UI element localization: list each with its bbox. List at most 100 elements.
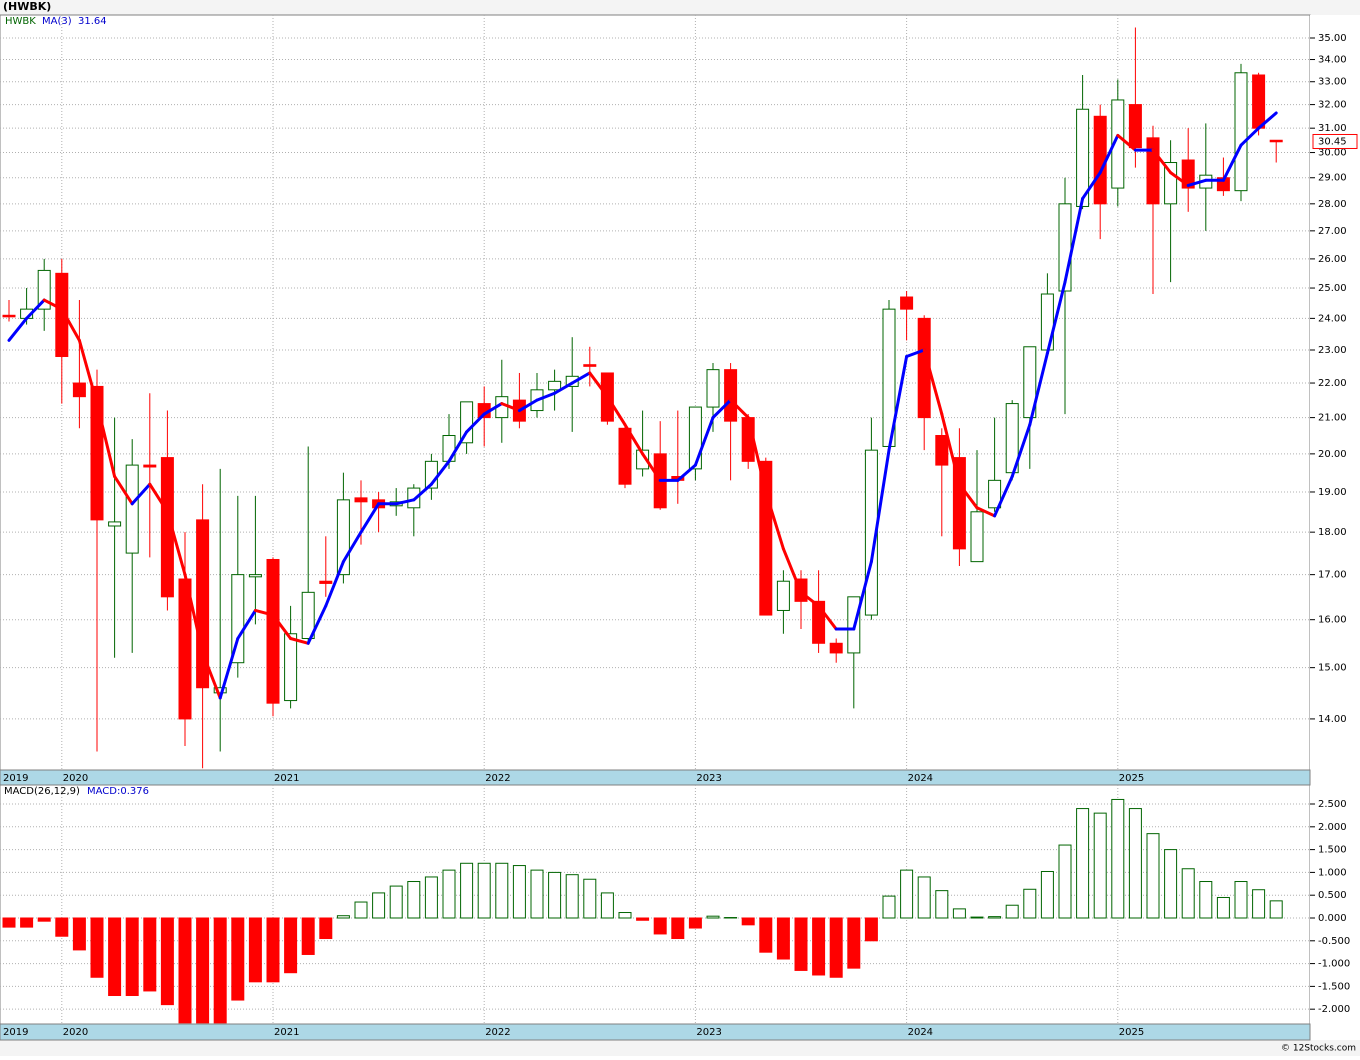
macd-bar	[425, 877, 437, 918]
macd-bar	[3, 918, 15, 927]
macd-bar	[267, 918, 279, 982]
macd-bar	[672, 918, 684, 939]
macd-bar	[1077, 809, 1089, 918]
x-tick-label: 2023	[696, 773, 721, 784]
macd-bar	[355, 902, 367, 918]
candle-body	[73, 383, 85, 397]
y-tick-label: -1.000	[1318, 959, 1350, 970]
y-tick-label: 26.00	[1318, 254, 1347, 265]
macd-bar	[1182, 869, 1194, 918]
x-tick-label: 2025	[1119, 1027, 1144, 1038]
candle-body	[777, 581, 789, 610]
candle-body	[725, 370, 737, 422]
macd-bar	[1270, 901, 1282, 918]
y-tick-label: 33.00	[1318, 77, 1347, 88]
macd-bar	[56, 918, 68, 936]
source: © 12Stocks.com	[1281, 1044, 1356, 1054]
legend-ma: MA(3)	[42, 16, 72, 27]
y-tick-label: 1.000	[1318, 867, 1347, 878]
macd-bar	[302, 918, 314, 954]
x-tick-label: 2024	[908, 1027, 933, 1038]
macd-bar	[777, 918, 789, 959]
candle-body	[249, 575, 261, 577]
macd-bar	[760, 918, 772, 952]
macd-bar	[513, 866, 525, 918]
macd-bar	[38, 918, 50, 921]
x-tick-label: 2024	[908, 773, 933, 784]
macd-bar	[601, 893, 613, 918]
candle-body	[320, 581, 332, 583]
macd-bar	[390, 886, 402, 918]
y-tick-label: 16.00	[1318, 615, 1347, 626]
candle-body	[830, 643, 842, 653]
y-tick-label: 20.00	[1318, 449, 1347, 460]
macd-bar	[848, 918, 860, 968]
macd-bar	[707, 916, 719, 918]
candle-body	[355, 498, 367, 502]
macd-bar	[461, 863, 473, 918]
candle-body	[971, 512, 983, 562]
macd-bar	[443, 870, 455, 918]
y-tick-label: 15.00	[1318, 663, 1347, 674]
candle-body	[1147, 138, 1159, 204]
y-tick-label: 2.500	[1318, 799, 1347, 810]
macd-bar	[214, 918, 226, 1023]
macd-bar	[320, 918, 332, 939]
y-tick-label: -0.500	[1318, 936, 1350, 947]
y-tick-label: 21.00	[1318, 413, 1347, 424]
legend-ma-value: 31.64	[78, 16, 107, 27]
macd-bar	[144, 918, 156, 991]
y-tick-label: 30.00	[1318, 148, 1347, 159]
macd-bar	[637, 918, 649, 920]
candle-body	[549, 381, 561, 389]
macd-bar	[953, 909, 965, 918]
macd-bar	[742, 918, 754, 925]
macd-bar	[795, 918, 807, 970]
y-tick-label: 18.00	[1318, 527, 1347, 538]
macd-bar	[1112, 799, 1124, 918]
chart-title: (HWBK)	[3, 0, 51, 13]
macd-bar	[249, 918, 261, 982]
candle-body	[936, 436, 948, 466]
last-price-label: 30.45	[1318, 136, 1347, 147]
candle-body	[1094, 116, 1106, 204]
candle-body	[707, 370, 719, 407]
macd-bar	[373, 893, 385, 918]
x-tick-label: 2023	[696, 1027, 721, 1038]
macd-bar	[989, 917, 1001, 918]
macd-legend: MACD:0.376	[87, 786, 149, 797]
y-tick-label: 27.00	[1318, 226, 1347, 237]
macd-bar	[126, 918, 138, 996]
candle-body	[901, 297, 913, 309]
macd-bar	[566, 875, 578, 918]
candle-body	[1235, 73, 1247, 191]
y-tick-label: 19.00	[1318, 487, 1347, 498]
x-axis-band	[0, 770, 1310, 785]
y-tick-label: -1.500	[1318, 981, 1350, 992]
y-tick-label: 14.00	[1318, 714, 1347, 725]
macd-bar	[813, 918, 825, 975]
macd-bar	[1041, 871, 1053, 918]
y-tick-label: -2.000	[1318, 1004, 1350, 1015]
y-tick-label: 2.000	[1318, 822, 1347, 833]
macd-bar	[91, 918, 103, 977]
macd-bar	[1165, 850, 1177, 918]
candle-body	[1129, 105, 1141, 148]
y-tick-label: 0.500	[1318, 890, 1347, 901]
x-tick-label: 2020	[63, 1027, 88, 1038]
candle-body	[109, 522, 121, 526]
macd-bar	[73, 918, 85, 950]
macd-bar	[1094, 813, 1106, 918]
y-tick-label: 0.000	[1318, 913, 1347, 924]
macd-bar	[1253, 890, 1265, 918]
y-tick-label: 32.00	[1318, 100, 1347, 111]
y-tick-label: 28.00	[1318, 199, 1347, 210]
candle-body	[1253, 75, 1265, 128]
macd-bar	[496, 863, 508, 918]
candle-body	[760, 461, 772, 615]
candle-body	[584, 365, 596, 367]
macd-bar	[1024, 889, 1036, 918]
macd-bar	[109, 918, 121, 996]
macd-bar	[619, 913, 631, 918]
